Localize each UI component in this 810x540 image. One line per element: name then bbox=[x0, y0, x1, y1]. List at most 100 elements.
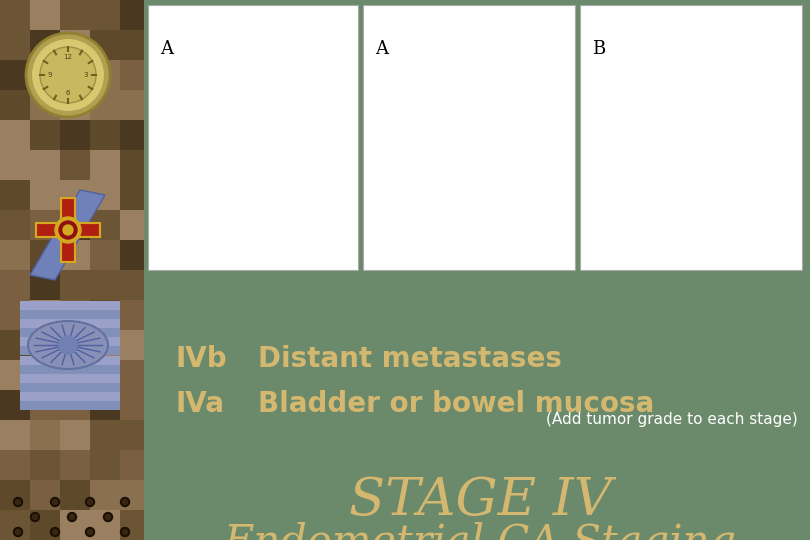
Circle shape bbox=[67, 512, 76, 522]
Bar bbox=[20, 355, 120, 364]
Circle shape bbox=[15, 500, 20, 504]
Bar bbox=[0, 210, 30, 240]
Bar bbox=[60, 390, 90, 420]
Text: Endometrial CA Staging: Endometrial CA Staging bbox=[224, 522, 736, 540]
Bar bbox=[30, 450, 60, 480]
Bar bbox=[30, 60, 60, 90]
Bar bbox=[90, 30, 120, 60]
Bar bbox=[0, 480, 30, 510]
Bar bbox=[0, 150, 30, 180]
Bar bbox=[90, 120, 120, 150]
Bar bbox=[120, 300, 150, 330]
Bar bbox=[20, 401, 120, 410]
Bar bbox=[60, 0, 90, 30]
Bar bbox=[0, 450, 30, 480]
Bar bbox=[68, 223, 100, 237]
Circle shape bbox=[14, 497, 23, 507]
Ellipse shape bbox=[28, 321, 108, 369]
Circle shape bbox=[104, 512, 113, 522]
Circle shape bbox=[63, 225, 73, 235]
Bar bbox=[30, 420, 60, 450]
Bar bbox=[60, 210, 90, 240]
Bar bbox=[36, 223, 68, 237]
Text: 9: 9 bbox=[48, 72, 53, 78]
Polygon shape bbox=[30, 190, 105, 280]
Bar bbox=[0, 300, 30, 330]
Bar bbox=[148, 5, 358, 270]
Bar bbox=[120, 60, 150, 90]
Bar bbox=[0, 330, 30, 360]
Circle shape bbox=[87, 530, 92, 535]
Bar bbox=[0, 360, 30, 390]
Bar bbox=[120, 450, 150, 480]
Bar bbox=[30, 240, 60, 270]
Bar bbox=[0, 240, 30, 270]
Bar bbox=[0, 510, 30, 540]
Bar bbox=[0, 60, 30, 90]
Bar bbox=[30, 180, 60, 210]
Circle shape bbox=[122, 530, 127, 535]
Bar bbox=[30, 150, 60, 180]
Bar bbox=[20, 347, 120, 355]
Bar bbox=[20, 392, 120, 401]
Bar bbox=[60, 270, 90, 300]
Bar bbox=[120, 360, 150, 390]
Bar bbox=[0, 270, 30, 300]
Bar bbox=[30, 390, 60, 420]
Text: A: A bbox=[375, 40, 388, 58]
Bar bbox=[30, 270, 60, 300]
Bar bbox=[60, 450, 90, 480]
Circle shape bbox=[86, 528, 95, 537]
Bar bbox=[120, 270, 150, 300]
Bar bbox=[120, 30, 150, 60]
Bar bbox=[20, 319, 120, 328]
Bar bbox=[90, 240, 120, 270]
Bar bbox=[90, 150, 120, 180]
Bar bbox=[20, 301, 120, 310]
Bar bbox=[144, 0, 810, 540]
Bar bbox=[90, 60, 120, 90]
Circle shape bbox=[50, 528, 59, 537]
Bar bbox=[60, 420, 90, 450]
Bar bbox=[120, 510, 150, 540]
Bar bbox=[61, 198, 75, 230]
Bar bbox=[30, 480, 60, 510]
Bar bbox=[30, 510, 60, 540]
Bar bbox=[0, 0, 144, 540]
Circle shape bbox=[15, 530, 20, 535]
Bar bbox=[90, 270, 120, 300]
Bar bbox=[0, 390, 30, 420]
Bar bbox=[30, 120, 60, 150]
Bar bbox=[120, 390, 150, 420]
Bar bbox=[120, 180, 150, 210]
Circle shape bbox=[121, 528, 130, 537]
Bar bbox=[61, 230, 75, 262]
Bar bbox=[90, 360, 120, 390]
Text: STAGE IV: STAGE IV bbox=[348, 475, 612, 526]
Bar bbox=[120, 240, 150, 270]
Bar bbox=[60, 240, 90, 270]
Circle shape bbox=[87, 500, 92, 504]
Bar bbox=[60, 510, 90, 540]
Circle shape bbox=[32, 515, 37, 519]
Bar bbox=[363, 5, 575, 270]
Bar bbox=[60, 90, 90, 120]
Bar bbox=[90, 90, 120, 120]
Bar bbox=[30, 330, 60, 360]
Text: Distant metastases: Distant metastases bbox=[258, 345, 562, 373]
Bar bbox=[20, 338, 120, 346]
Bar bbox=[120, 420, 150, 450]
Bar bbox=[20, 310, 120, 319]
Text: A: A bbox=[160, 40, 173, 58]
Bar bbox=[0, 120, 30, 150]
Bar bbox=[120, 210, 150, 240]
Bar bbox=[90, 300, 120, 330]
Circle shape bbox=[26, 33, 110, 117]
Text: Bladder or bowel mucosa: Bladder or bowel mucosa bbox=[258, 390, 654, 418]
Bar bbox=[30, 210, 60, 240]
Bar bbox=[0, 30, 30, 60]
Bar bbox=[0, 180, 30, 210]
Bar bbox=[90, 210, 120, 240]
Circle shape bbox=[59, 336, 77, 354]
Circle shape bbox=[105, 515, 110, 519]
